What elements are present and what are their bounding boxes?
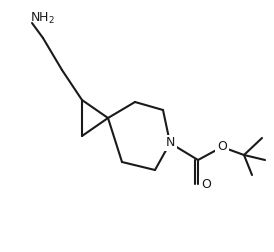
Text: N: N [165, 137, 175, 149]
Text: NH$_2$: NH$_2$ [30, 10, 55, 25]
Text: O: O [201, 177, 211, 191]
Text: O: O [217, 141, 227, 153]
